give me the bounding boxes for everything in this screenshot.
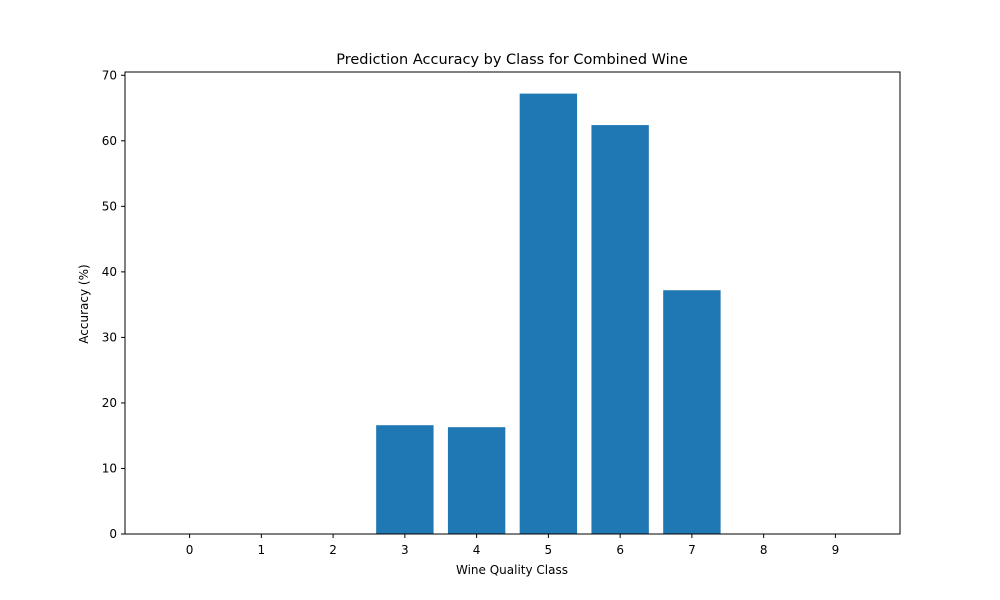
y-tick-label: 50: [102, 199, 117, 213]
bars-group: [376, 93, 721, 535]
x-tick-label: 6: [616, 543, 624, 557]
y-tick-label: 60: [102, 134, 117, 148]
x-axis-ticks: 0 1 2 3 4 5 6 7 8 9: [186, 534, 839, 557]
x-tick-label: 9: [832, 543, 840, 557]
x-tick-label: 0: [186, 543, 194, 557]
chart-title: Prediction Accuracy by Class for Combine…: [336, 52, 688, 68]
x-tick-label: 1: [258, 543, 266, 557]
y-tick-label: 10: [102, 461, 117, 475]
y-axis-ticks: 0 10 20 30 40 50 60 70: [102, 68, 125, 541]
x-tick-label: 7: [688, 543, 696, 557]
x-tick-label: 3: [401, 543, 409, 557]
bar-class-6: [591, 125, 649, 535]
plot-frame: [124, 71, 901, 535]
y-axis-title: Accuracy (%): [77, 264, 91, 343]
plot-area: 0 10 20 30 40 50 60 70 0 1 2 3 4 5 6 7 8 9: [102, 68, 901, 557]
x-tick-label: 8: [760, 543, 768, 557]
x-tick-label: 2: [329, 543, 337, 557]
y-tick-label: 20: [102, 396, 117, 410]
x-tick-label: 4: [473, 543, 481, 557]
y-tick-label: 70: [102, 68, 117, 82]
bar-class-7: [663, 290, 721, 534]
bar-class-3: [376, 425, 434, 534]
x-tick-label: 5: [545, 543, 553, 557]
y-tick-label: 40: [102, 265, 117, 279]
bar-class-4: [447, 427, 506, 534]
bar-class-5: [519, 93, 578, 534]
y-tick-label: 30: [102, 330, 117, 344]
x-axis-title: Wine Quality Class: [456, 563, 568, 577]
y-tick-label: 0: [109, 527, 117, 541]
